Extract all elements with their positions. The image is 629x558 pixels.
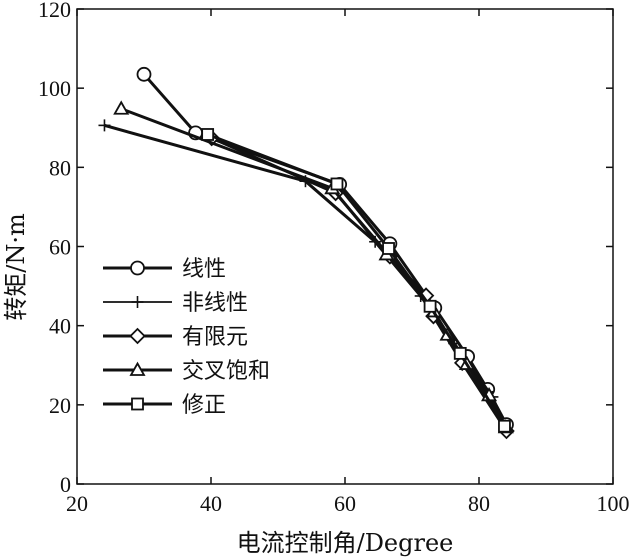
y-tick-label: 20: [49, 393, 71, 418]
series-plus: [98, 119, 511, 433]
data-point: [423, 299, 437, 313]
legend-item: 修正: [103, 393, 226, 418]
series-group: [98, 66, 515, 440]
y-tick-label: 80: [49, 155, 71, 180]
legend-marker: [129, 361, 146, 376]
data-point: [98, 119, 111, 132]
series-square: [201, 128, 511, 433]
y-tick-label: 60: [49, 235, 71, 260]
data-point: [330, 177, 344, 191]
series-triangle: [113, 100, 514, 434]
series-line: [120, 107, 508, 429]
data-point: [136, 66, 152, 82]
series-line: [211, 136, 508, 432]
series-diamond: [203, 129, 515, 440]
legend-marker: [131, 296, 144, 308]
y-tick-label: 40: [49, 314, 71, 339]
x-axis-title: 电流控制角/Degree: [237, 529, 454, 557]
x-tick-label: 20: [66, 491, 88, 516]
legend-item: 有限元: [103, 325, 248, 350]
data-point: [453, 346, 467, 360]
legend-item: 交叉饱和: [103, 359, 270, 384]
legend-item: 线性: [103, 257, 226, 282]
legend-label: 交叉饱和: [182, 359, 270, 384]
y-axis-title: 转矩/N·m: [2, 213, 30, 321]
data-point: [113, 100, 130, 115]
x-tick-label: 60: [334, 491, 356, 516]
data-point: [498, 419, 511, 433]
legend-label: 修正: [182, 393, 226, 418]
legend-marker: [131, 397, 144, 411]
legend-label: 有限元: [182, 325, 248, 350]
y-tick-label: 0: [60, 472, 71, 497]
x-tick-label: 40: [200, 491, 222, 516]
legend-marker: [130, 260, 145, 276]
y-tick-label: 100: [38, 76, 71, 101]
data-point: [382, 242, 395, 255]
y-tick-label: 120: [38, 0, 71, 22]
legend-label: 非线性: [182, 291, 248, 316]
plot-frame: [76, 8, 614, 485]
legend-label: 线性: [182, 257, 226, 282]
x-tick-label: 80: [468, 491, 490, 516]
legend-item: 非线性: [103, 291, 248, 316]
x-tick-label: 100: [597, 491, 629, 516]
data-point: [201, 128, 215, 141]
series-line: [207, 133, 506, 427]
legend-marker: [129, 327, 146, 345]
